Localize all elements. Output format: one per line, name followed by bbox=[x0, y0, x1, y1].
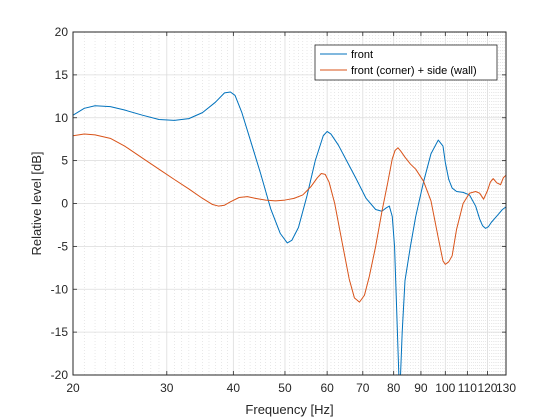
x-tick-label: 30 bbox=[160, 381, 174, 395]
x-tick-label: 120 bbox=[477, 381, 497, 395]
axis-ticks bbox=[72, 31, 507, 376]
series-line-front-corner-side-wall bbox=[73, 133, 506, 303]
x-tick-label: 70 bbox=[356, 381, 370, 395]
x-tick-label: 110 bbox=[458, 381, 477, 395]
x-tick-label: 130 bbox=[496, 381, 516, 395]
y-tick-label: 20 bbox=[55, 25, 69, 39]
x-tick-label: 80 bbox=[387, 381, 401, 395]
y-tick-label: -5 bbox=[57, 239, 68, 253]
x-tick-label: 20 bbox=[66, 381, 80, 395]
y-tick-label: 0 bbox=[61, 197, 68, 211]
x-tick-label: 100 bbox=[435, 381, 455, 395]
series-layer bbox=[73, 91, 506, 375]
legend-box bbox=[314, 44, 498, 81]
y-tick-labels: -20 -15 -10 -5 0 5 10 15 20 bbox=[51, 25, 69, 382]
y-tick-label: 10 bbox=[55, 111, 69, 125]
legend-label-front: front bbox=[351, 49, 373, 61]
x-tick-label: 90 bbox=[414, 381, 428, 395]
x-tick-label: 40 bbox=[227, 381, 241, 395]
x-tick-label: 50 bbox=[278, 381, 292, 395]
legend: front front (corner) + side (wall) bbox=[314, 44, 498, 81]
y-tick-label: -10 bbox=[51, 282, 69, 296]
legend-label-front-corner-side-wall: front (corner) + side (wall) bbox=[351, 65, 477, 77]
y-axis-title: Relative level [dB] bbox=[29, 151, 44, 255]
y-tick-label: -20 bbox=[51, 368, 69, 382]
series-line-front bbox=[73, 91, 506, 375]
major-grid bbox=[73, 32, 506, 375]
y-tick-label: 15 bbox=[55, 68, 69, 82]
x-tick-label: 60 bbox=[320, 381, 334, 395]
y-tick-label: -15 bbox=[51, 325, 69, 339]
y-tick-label: 5 bbox=[61, 154, 68, 168]
x-axis-title: Frequency [Hz] bbox=[245, 402, 333, 417]
